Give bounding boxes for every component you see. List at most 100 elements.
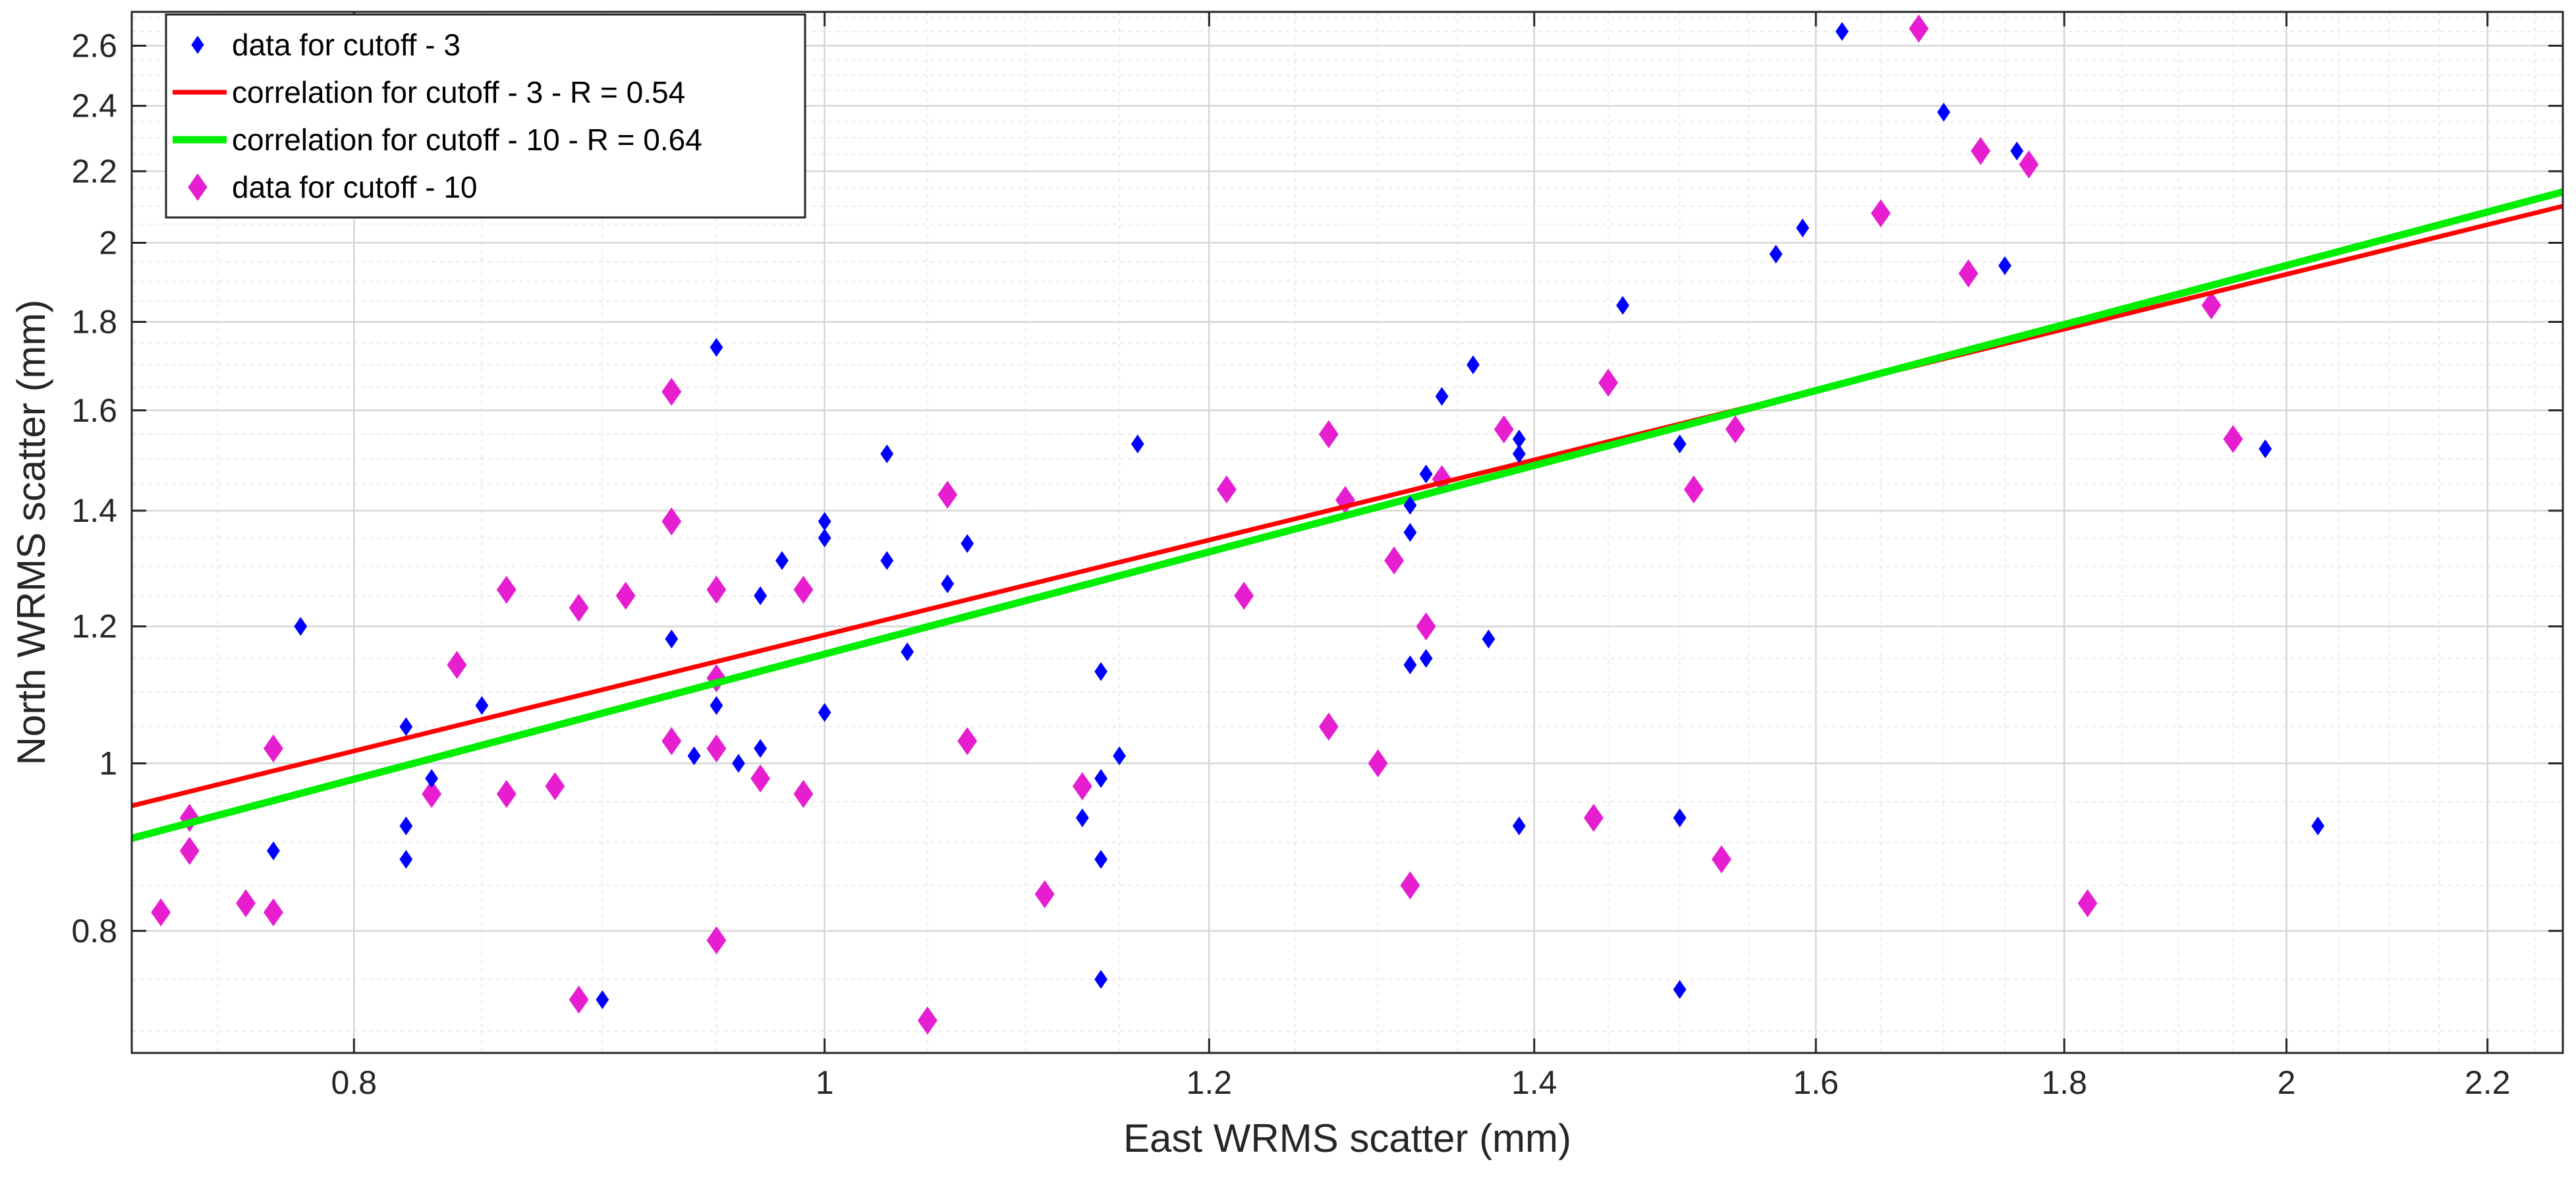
- data-point: [236, 889, 256, 918]
- data-point: [706, 734, 727, 763]
- y-tick-label: 0.8: [71, 913, 117, 949]
- data-point: [1512, 816, 1526, 836]
- data-point: [267, 841, 280, 861]
- y-tick-label: 1.4: [71, 492, 117, 529]
- data-point: [2077, 889, 2098, 918]
- x-tick-label: 1.2: [1187, 1064, 1233, 1101]
- data-point: [399, 816, 413, 836]
- data-point: [496, 779, 517, 808]
- data-point: [1494, 415, 1514, 443]
- data-point: [1998, 256, 2011, 275]
- data-point: [706, 664, 727, 693]
- x-axis-title: East WRMS scatter (mm): [1123, 1116, 1571, 1160]
- data-point: [1072, 772, 1092, 801]
- y-tick-label: 1.2: [71, 608, 117, 645]
- data-point: [1796, 218, 1810, 238]
- data-point: [496, 575, 517, 604]
- data-point: [2010, 141, 2024, 161]
- y-tick-label: 1.6: [71, 392, 117, 429]
- x-tick-labels: 0.8 1 1.2 1.4 1.6 1.8 2 2.2: [331, 1064, 2511, 1101]
- data-point: [917, 1006, 938, 1035]
- data-point: [1400, 871, 1420, 899]
- data-point: [661, 378, 682, 406]
- data-point: [1909, 14, 1929, 43]
- legend-marker: [188, 173, 208, 201]
- data-point: [901, 642, 914, 662]
- data-point: [2019, 150, 2039, 179]
- data-point: [706, 575, 727, 604]
- data-point: [1094, 970, 1107, 989]
- data-point: [1034, 880, 1055, 909]
- data-point: [264, 898, 283, 926]
- x-tick-label: 2: [2278, 1064, 2296, 1101]
- data-point: [1403, 523, 1417, 542]
- data-point: [447, 650, 467, 679]
- data-point: [750, 764, 771, 793]
- legend-entry: correlation for cutoff - 3 - R = 0.54: [173, 75, 685, 109]
- data-point: [1971, 136, 1991, 165]
- fit-line-cutoff-10: [130, 188, 2564, 842]
- data-point: [661, 507, 682, 536]
- data-point: [1467, 355, 1480, 374]
- data-point: [775, 551, 789, 571]
- data-point: [1673, 980, 1687, 999]
- data-point: [710, 337, 723, 357]
- data-point: [1673, 808, 1687, 828]
- data-point: [706, 926, 727, 955]
- series-layer: [130, 14, 2564, 1035]
- data-point: [665, 629, 679, 649]
- legend-entry: correlation for cutoff - 10 - R = 0.64: [173, 123, 702, 157]
- y-tick-label: 2.4: [71, 88, 117, 125]
- data-point: [545, 772, 565, 801]
- legend: data for cutoff - 3 correlation for cutof…: [165, 13, 806, 219]
- series-3-points: [267, 22, 2325, 1009]
- data-point: [1318, 712, 1339, 741]
- data-point: [961, 534, 974, 553]
- legend-entries: data for cutoff - 3 correlation for cutof…: [173, 28, 702, 204]
- data-point: [294, 617, 308, 636]
- data-point: [1870, 199, 1891, 228]
- y-tick-label: 1.8: [71, 304, 117, 341]
- data-point: [569, 594, 589, 622]
- fit-line-cutoff-3: [131, 204, 2563, 808]
- data-point: [151, 898, 171, 926]
- legend-box: [165, 13, 806, 219]
- data-point: [2258, 439, 2272, 459]
- data-point: [818, 703, 831, 722]
- data-point: [1598, 368, 1618, 397]
- data-point: [1937, 102, 1951, 122]
- data-point: [422, 779, 442, 808]
- data-point: [1512, 444, 1526, 464]
- data-point: [1416, 612, 1436, 640]
- data-point: [1368, 749, 1388, 778]
- x-tick-label: 1.6: [1793, 1064, 1839, 1101]
- legend-entry: data for cutoff - 10: [188, 170, 478, 204]
- data-point: [1094, 849, 1107, 869]
- data-point: [569, 985, 589, 1014]
- data-point: [1094, 769, 1107, 788]
- y-tick-label: 2.2: [71, 153, 117, 190]
- data-point: [710, 696, 723, 716]
- x-tick-label: 1: [816, 1064, 834, 1101]
- data-point: [1419, 465, 1433, 484]
- x-tick-label: 0.8: [331, 1064, 378, 1101]
- data-point: [1769, 244, 1783, 264]
- data-point: [1419, 648, 1433, 668]
- data-point: [615, 581, 636, 610]
- data-point: [687, 746, 701, 766]
- data-point: [2311, 816, 2325, 836]
- legend-entry: data for cutoff - 3: [191, 28, 461, 62]
- data-point: [264, 734, 283, 763]
- data-point: [793, 575, 814, 604]
- data-point: [1712, 845, 1731, 874]
- x-tick-label: 1.4: [1511, 1064, 1557, 1101]
- legend-label: data for cutoff - 10: [232, 170, 478, 204]
- data-point: [1482, 629, 1496, 649]
- data-point: [1234, 581, 1254, 610]
- data-point: [1318, 420, 1339, 449]
- data-point: [596, 990, 609, 1009]
- data-point: [941, 574, 955, 594]
- series-10-points: [151, 14, 2243, 1035]
- data-point: [1403, 496, 1417, 515]
